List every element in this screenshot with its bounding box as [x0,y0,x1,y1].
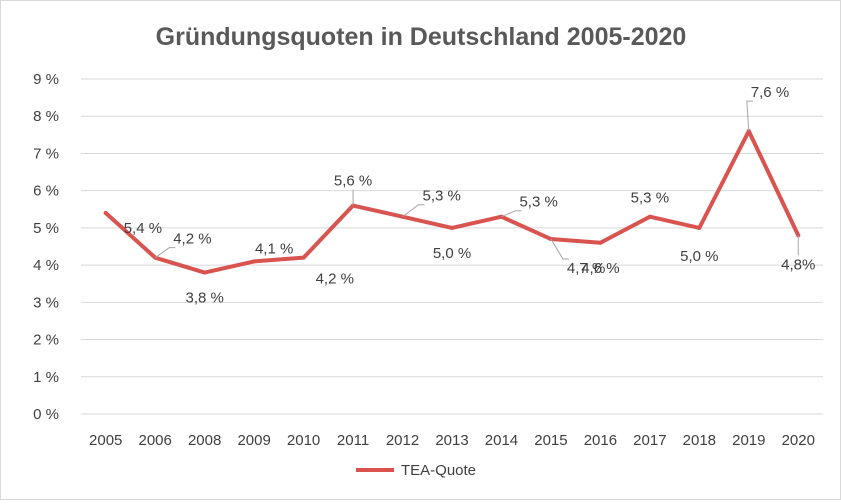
x-tick-label: 2018 [683,432,716,449]
x-tick-label: 2006 [139,432,172,449]
label-leader-line [746,100,753,132]
y-tick-label: 0 % [33,406,59,423]
data-label: 5,0 % [433,245,471,262]
data-label: 4,2 % [173,231,211,248]
x-axis: 2005 2006 2008 2009 2010 2011 2012 2013 2014 2015… [89,432,815,449]
data-label: 5,3 % [519,194,557,211]
x-tick-label: 2017 [633,432,666,449]
data-label: 5,4 % [124,220,162,237]
data-point [450,225,454,230]
x-tick-label: 2011 [337,432,369,449]
x-tick-label: 2013 [435,432,468,449]
data-label: 4,1 % [255,240,293,257]
x-tick-label: 2009 [237,432,270,449]
chart-title: Gründungsquoten in Deutschland 2005-2020 [156,23,687,51]
legend: TEA-Quote [356,462,476,479]
x-tick-label: 2005 [89,432,122,449]
x-tick-label: 2010 [287,432,320,449]
legend-entry: TEA-Quote [401,462,476,479]
x-tick-label: 2008 [188,432,221,449]
y-tick-label: 7 % [33,145,59,162]
data-label: 4,8% [781,256,815,273]
x-tick-label: 2016 [584,432,617,449]
y-tick-label: 2 % [33,332,59,349]
y-axis: 0 % 1 % 2 % 3 % 4 % 5 % 6 % 7 % 8 % 9 % [33,71,59,423]
data-point [202,270,207,275]
y-tick-label: 6 % [33,183,59,200]
y-tick-label: 9 % [33,71,59,88]
y-tick-label: 8 % [33,108,59,125]
label-leader-line [550,238,569,260]
y-tick-label: 3 % [33,294,59,311]
data-point [598,240,603,245]
y-tick-label: 4 % [33,257,59,274]
data-label: 5,0 % [680,248,718,265]
data-point [697,225,702,230]
data-label: 5,3 % [631,190,669,207]
data-label: 5,3 % [423,188,461,205]
x-tick-label: 2012 [386,432,419,449]
label-leader-line [154,247,176,259]
data-label: 5,6 % [334,173,372,190]
y-tick-label: 1 % [33,369,59,386]
data-point [252,259,257,264]
x-tick-label: 2014 [485,432,518,449]
data-point [103,211,108,215]
label-leader-line [402,204,425,218]
y-tick-label: 5 % [33,220,59,237]
label-leader-line [501,210,522,218]
x-tick-label: 2020 [782,432,815,449]
data-point [301,255,306,260]
data-labels: 5,4 % 4,2 % 3,8 % 4,1 % 4,2 % 5,6 % 5,3 % 5,0 %… [124,84,816,306]
data-label: 4,7 % [567,260,605,277]
data-label: 4,2 % [316,271,354,288]
data-label: 3,8 % [185,290,223,307]
data-label: 7,6 % [751,84,789,101]
x-tick-label: 2015 [534,432,567,449]
data-point [647,214,652,219]
x-tick-label: 2019 [732,432,765,449]
data-label: 4,6 % [581,260,619,277]
